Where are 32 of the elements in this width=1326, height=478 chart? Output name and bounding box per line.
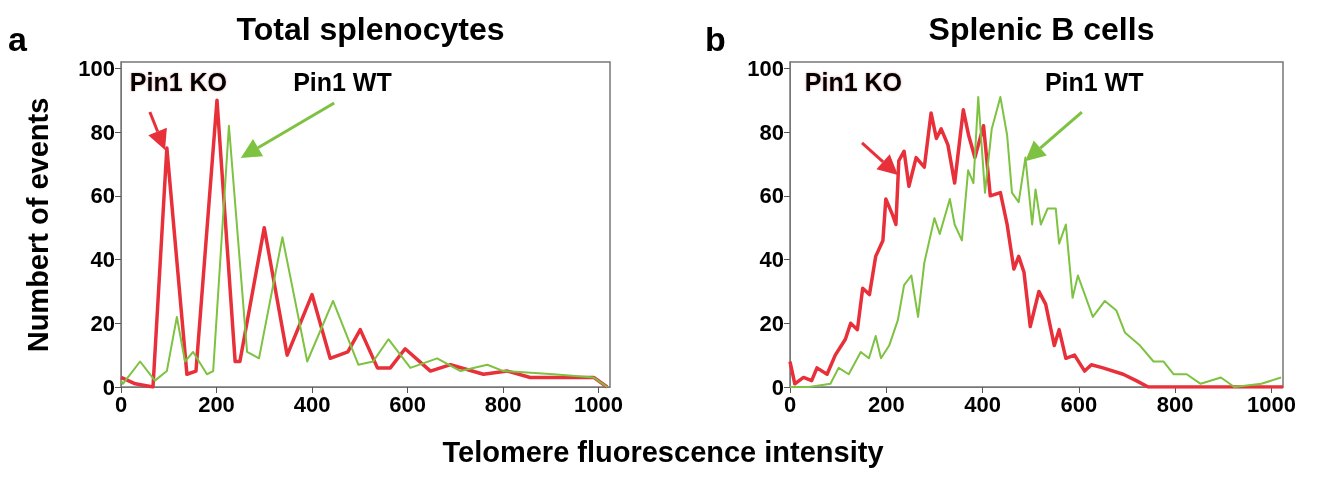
- y-tick-label: 0: [771, 374, 784, 400]
- y-tick-label: 80: [759, 119, 784, 145]
- x-axis-title: Telomere fluorescence intensity: [441, 436, 885, 469]
- text: Pin1 WT: [293, 67, 392, 96]
- y-tick-label: 20: [90, 310, 115, 336]
- x-tick-label: 600: [389, 391, 426, 417]
- y-tick-label: 100: [78, 55, 115, 81]
- series-label: Pin1 KO: [129, 67, 228, 96]
- chart-title: Splenic B cells: [928, 11, 1155, 47]
- text: a: [8, 20, 27, 58]
- x-tick-label: 1000: [1246, 391, 1296, 417]
- y-tick-label: 80: [90, 119, 115, 145]
- chart-title: Total splenocytes: [236, 11, 505, 47]
- x-tick-label: 1000: [574, 391, 624, 417]
- y-tick-label: 0: [102, 374, 115, 400]
- x-tick-label: 200: [867, 391, 905, 417]
- y-tick-label: 40: [90, 247, 115, 273]
- x-tick-label: 400: [964, 391, 1001, 417]
- y-axis-title: Numbert of events: [21, 97, 55, 352]
- series-label: Pin1 WT: [1044, 67, 1144, 96]
- x-tick-label: 800: [484, 391, 522, 417]
- x-tick-label: 200: [198, 391, 235, 417]
- text: b: [705, 20, 726, 58]
- y-tick-label: 100: [747, 55, 784, 81]
- series-label: Pin1 KO: [804, 67, 903, 96]
- y-tick-label: 60: [759, 183, 784, 209]
- y-tick-label: 60: [90, 183, 115, 209]
- x-tick-label: 600: [1060, 391, 1098, 417]
- y-tick-label: 40: [759, 247, 784, 273]
- x-tick-label: 800: [1156, 391, 1194, 417]
- x-tick-label: 400: [293, 391, 331, 417]
- y-tick-label: 20: [759, 310, 784, 336]
